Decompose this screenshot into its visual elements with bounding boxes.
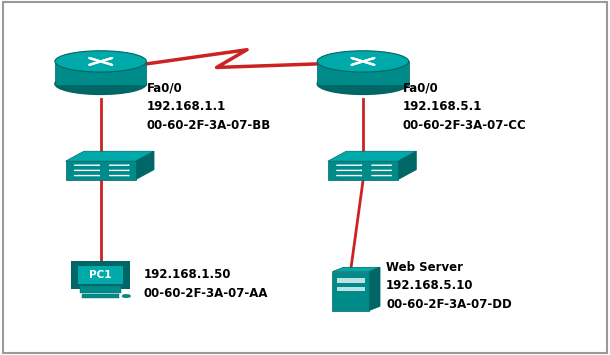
Text: Fa0/0
192.168.5.1
00-60-2F-3A-07-CC: Fa0/0 192.168.5.1 00-60-2F-3A-07-CC [403,82,526,132]
Ellipse shape [317,73,409,94]
Polygon shape [66,151,154,161]
Polygon shape [328,161,398,180]
Text: 192.168.1.50
00-60-2F-3A-07-AA: 192.168.1.50 00-60-2F-3A-07-AA [143,268,268,300]
Ellipse shape [317,51,409,72]
Bar [82,294,119,298]
Polygon shape [135,151,154,180]
Bar [80,286,121,293]
Ellipse shape [122,294,131,298]
FancyBboxPatch shape [55,61,146,85]
Bar [337,287,365,291]
Polygon shape [332,267,380,272]
Bar [332,272,369,311]
FancyBboxPatch shape [71,261,130,289]
Text: Fa0/0
192.168.1.1
00-60-2F-3A-07-BB: Fa0/0 192.168.1.1 00-60-2F-3A-07-BB [146,82,271,132]
Polygon shape [328,151,416,161]
Text: PC1: PC1 [90,270,112,280]
Polygon shape [369,267,380,311]
Bar [337,278,365,283]
Polygon shape [66,161,135,180]
Text: Web Server
192.168.5.10
00-60-2F-3A-07-DD: Web Server 192.168.5.10 00-60-2F-3A-07-D… [386,261,512,311]
FancyBboxPatch shape [78,266,123,284]
Polygon shape [398,151,416,180]
Ellipse shape [55,73,146,94]
FancyBboxPatch shape [317,61,409,85]
Bar [96,285,106,289]
Ellipse shape [55,51,146,72]
